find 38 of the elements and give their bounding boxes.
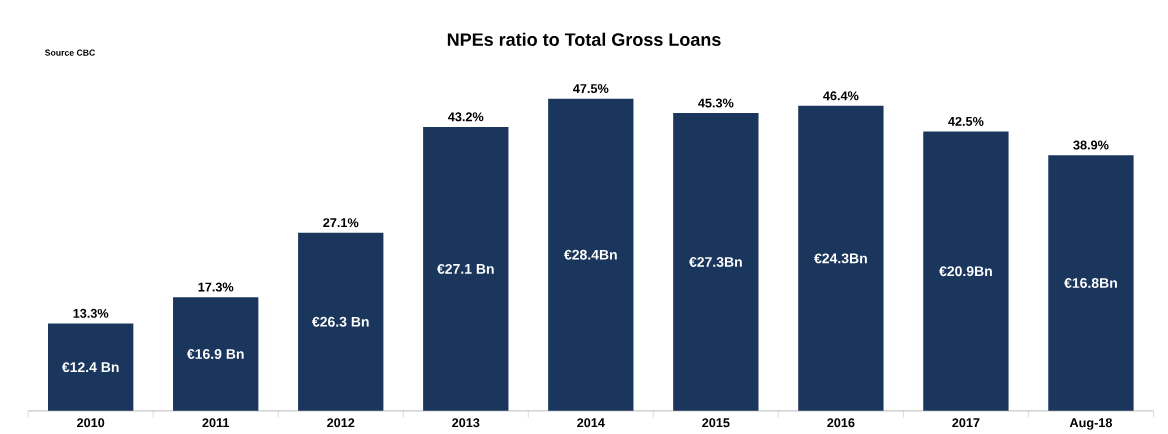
- bar: [673, 112, 759, 411]
- bar: [423, 126, 509, 411]
- bar: [923, 131, 1009, 411]
- x-tick-label: 2013: [452, 418, 480, 428]
- x-tick-label: 2014: [577, 418, 605, 428]
- annotation: €26.3 Bn: [312, 316, 369, 327]
- source-note: Source CBC: [44, 49, 96, 56]
- data-label: 27.1%: [323, 218, 359, 228]
- annotation: €27.1 Bn: [437, 263, 494, 274]
- x-tick-label: 2016: [827, 418, 855, 428]
- annotation: €16.8Bn: [1064, 277, 1117, 288]
- data-label: 17.3%: [198, 282, 234, 292]
- annotation: €24.3Bn: [814, 253, 867, 264]
- data-label: 43.2%: [448, 112, 484, 122]
- x-tick-label: Aug-18: [1069, 418, 1113, 430]
- data-label: 46.4%: [823, 91, 859, 101]
- bar: [48, 323, 134, 411]
- bar: [298, 232, 384, 411]
- annotation: €12.4 Bn: [61, 362, 119, 373]
- data-label: 38.9%: [1073, 140, 1109, 150]
- bar: [798, 105, 884, 411]
- bar: [173, 297, 259, 411]
- bar: [548, 98, 634, 411]
- data-label: 47.5%: [573, 83, 609, 93]
- chart-title: NPEs ratio to Total Gross Loans: [447, 32, 721, 46]
- data-label: 42.5%: [948, 116, 984, 126]
- x-tick-label: 2017: [952, 418, 980, 428]
- x-tick-label: 2011: [202, 418, 230, 428]
- data-label: 13.3%: [73, 308, 109, 318]
- annotation: €27.3Bn: [689, 256, 742, 267]
- annotation: €28.4Bn: [564, 249, 617, 260]
- x-tick-label: 2015: [702, 418, 730, 428]
- data-label: 45.3%: [698, 98, 734, 108]
- annotation: €20.9Bn: [939, 266, 992, 277]
- x-tick-label: 2012: [327, 418, 355, 428]
- bar: [1048, 155, 1134, 411]
- annotation: €16.9 Bn: [186, 348, 244, 359]
- x-tick-label: 2010: [77, 418, 105, 428]
